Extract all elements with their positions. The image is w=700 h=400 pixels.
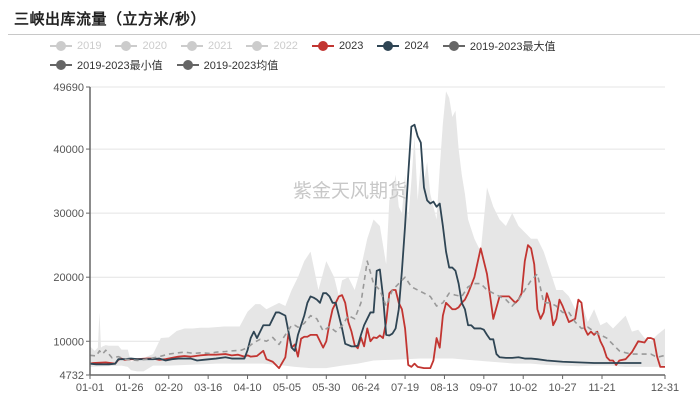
min-max-band [90,91,665,372]
x-tick-label: 06-24 [352,382,380,394]
legend-marker-icon [311,40,334,51]
legend-item-2019-2023最大值[interactable]: 2019-2023最大值 [442,38,556,53]
series-lines [89,123,666,370]
y-tick-label: 49690 [53,82,84,94]
legend-item-2023[interactable]: 2023 [311,38,364,53]
legend-item-2019-2023最小值[interactable]: 2019-2023最小值 [50,57,163,72]
y-tick-label: 4732 [60,370,84,382]
x-tick-label: 11-21 [588,382,615,394]
legend-item-2022[interactable]: 2022 [246,38,298,53]
x-tick-label: 12-31 [651,382,679,394]
legend-marker-icon [176,59,199,70]
legend-marker-icon [50,59,72,70]
legend-item-2024[interactable]: 2024 [377,38,429,53]
x-tick-label: 01-26 [115,382,143,394]
legend-marker-icon [50,40,72,51]
y-tick-label: 40000 [53,144,84,156]
series-line-2019-2023均值 [89,260,666,362]
legend-label: 2019-2023最大值 [469,40,556,53]
legend-item-2021[interactable]: 2021 [180,38,233,53]
x-tick-label: 07-19 [391,382,419,394]
legend-label: 2019-2023最小值 [77,59,163,72]
x-tick-label: 05-30 [312,382,340,394]
axes: 4732 10000 20000 30000 40000 49690 01-01 01-26 0… [53,82,679,394]
title-divider [8,34,700,35]
x-tick-label: 01-01 [76,382,104,394]
watermark: 紫金天风期货 [293,180,407,202]
y-tick-label: 10000 [53,336,84,348]
series-line-2024 [89,123,642,366]
legend-label: 2023 [338,39,364,52]
legend-label: 2024 [404,39,429,52]
x-tick-label: 10-02 [509,382,537,394]
legend-label: 2020 [142,39,167,52]
legend-label: 2019-2023均值 [203,59,279,72]
x-tick-label: 02-20 [155,382,183,394]
legend-label: 2019 [77,39,102,52]
x-tick-label: 08-13 [430,382,458,394]
legend-marker-icon [377,40,400,51]
legend: 2019 2020 2021 2022 2023 2024 2019-2023最大值 2019… [50,38,670,76]
x-tick-label: 05-05 [273,382,301,394]
legend-marker-icon [115,40,138,51]
y-tick-label: 30000 [53,208,84,220]
x-tick-label: 04-10 [233,382,261,394]
legend-item-2019[interactable]: 2019 [50,38,101,53]
legend-label: 2022 [273,39,298,52]
legend-marker-icon [180,40,203,51]
legend-marker-icon [442,40,465,51]
x-tick-label: 03-16 [194,382,222,394]
legend-label: 2021 [207,39,233,52]
legend-item-2020[interactable]: 2020 [115,38,167,53]
legend-marker-icon [246,40,269,51]
x-tick-label: 10-27 [549,382,577,394]
x-tick-label: 09-07 [470,382,498,394]
chart-title: 三峡出库流量（立方米/秒） [14,10,206,28]
y-tick-label: 20000 [53,272,84,284]
legend-item-2019-2023均值[interactable]: 2019-2023均值 [176,57,279,72]
series-line-2023 [89,244,665,370]
